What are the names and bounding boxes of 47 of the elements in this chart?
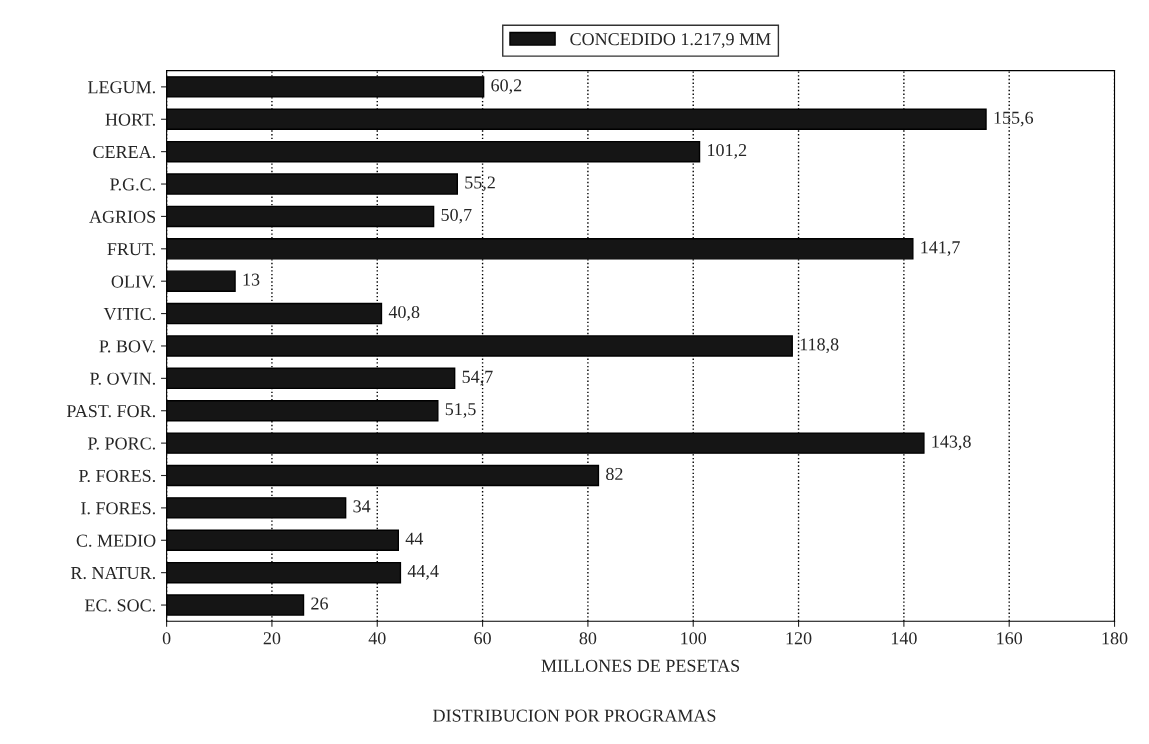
data-label: 82	[606, 467, 623, 481]
y-tick-label: R. NATUR.	[70, 567, 155, 580]
y-tick-label: EC. SOC.	[84, 599, 155, 612]
y-tick-label: C. MEDIO	[76, 534, 156, 547]
y-tick-label: PAST. FOR.	[66, 405, 155, 418]
y-tick-label: FRUT.	[107, 243, 155, 256]
data-label: 51,5	[445, 403, 476, 418]
y-tick-label: P. FORES.	[78, 469, 155, 483]
y-tick-label: P. BOV.	[99, 340, 155, 353]
x-tick-label: 180	[1102, 632, 1128, 645]
data-label: 13	[243, 273, 260, 286]
y-tick-label: CEREA.	[93, 145, 155, 159]
data-label: 34	[353, 500, 371, 513]
y-tick-label: P. OVIN.	[90, 372, 155, 385]
y-tick-label: AGRIOS	[89, 210, 156, 223]
x-axis-title: MILLONES DE PESETAS	[541, 659, 740, 672]
data-label: 55,2	[465, 176, 495, 192]
data-label: 60,2	[491, 79, 522, 94]
x-tick-label: 100	[681, 632, 707, 645]
y-tick-label: VITIC.	[103, 307, 155, 321]
data-label: 50,7	[441, 208, 472, 224]
y-tick-label: I. FORES.	[81, 502, 155, 515]
y-tick-label: P. PORC.	[87, 437, 155, 450]
x-tick-label: 60	[474, 632, 491, 645]
x-tick-label: 40	[368, 632, 386, 645]
data-label: 143,8	[932, 435, 971, 451]
data-label: 155,6	[994, 111, 1034, 127]
data-label: 101,2	[708, 143, 747, 159]
x-tick-label: 20	[263, 632, 281, 645]
x-tick-label: 0	[162, 632, 171, 645]
x-tick-label: 80	[579, 632, 597, 645]
data-label: 44,4	[407, 565, 439, 580]
data-label: 44	[405, 532, 424, 545]
data-label: 54,7	[462, 370, 493, 386]
y-tick-label: LEGUM.	[88, 81, 155, 94]
data-label: 141,7	[921, 241, 960, 256]
legend-label: CONCEDIDO 1.217,9 MM	[570, 33, 771, 48]
x-tick-label: 140	[891, 632, 917, 645]
y-tick-label: HORT.	[105, 113, 155, 126]
data-label: 118,8	[800, 338, 839, 354]
data-label: 26	[311, 597, 328, 610]
y-tick-label: OLIV.	[111, 275, 155, 288]
x-tick-label: 120	[786, 632, 812, 645]
y-tick-label: P.G.C.	[110, 178, 155, 191]
x-tick-label: 160	[997, 632, 1023, 645]
data-label: 40,8	[388, 305, 420, 321]
text: DISTRIBUCION POR PROGRAMAS	[433, 709, 716, 722]
